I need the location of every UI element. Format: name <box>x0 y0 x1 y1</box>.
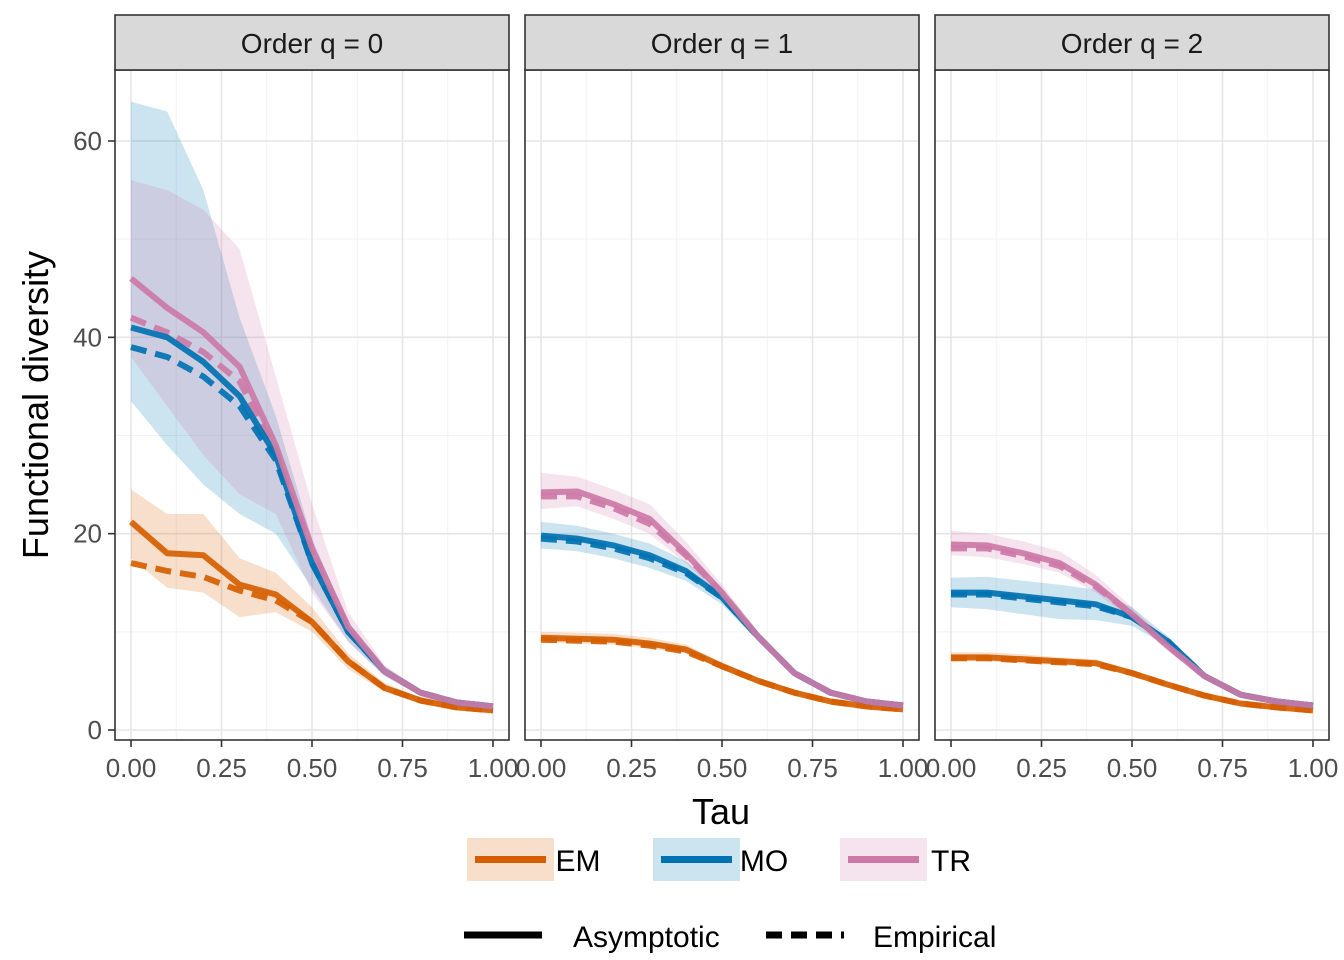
gridlines <box>525 70 919 740</box>
ribbon-mo <box>951 576 1313 708</box>
strip-background <box>524 14 920 71</box>
x-tick-label: 1.00 <box>1288 753 1339 783</box>
panel-3: Order q = 2 0.00 0.25 0.50 0.75 1.00 <box>926 14 1339 783</box>
line-tr-asymptotic <box>129 276 494 710</box>
x-tick-label: 1.00 <box>878 753 929 783</box>
series-lines <box>540 488 904 713</box>
strip-label: Order q = 2 <box>1061 28 1203 59</box>
y-tick-label: 60 <box>73 126 102 156</box>
legend-item-mo: MO <box>653 838 788 881</box>
strip-background <box>934 14 1330 71</box>
x-tick-label: 0.50 <box>697 753 748 783</box>
y-axis: 0 20 40 60 <box>73 126 115 745</box>
x-tick-label: 0.50 <box>1107 753 1158 783</box>
x-tick-label: 0.75 <box>1197 753 1248 783</box>
y-tick-label: 0 <box>88 715 102 745</box>
line-tr-asymptotic <box>540 488 904 709</box>
legend-linetypes: Asymptotic Empirical <box>464 921 996 954</box>
legend-item-asymptotic: Asymptotic <box>464 921 720 954</box>
confidence-ribbons <box>131 101 493 712</box>
y-tick-label: 40 <box>73 322 102 352</box>
strip-background <box>114 14 510 71</box>
strip-label: Order q = 1 <box>651 28 793 59</box>
legend-label: EM <box>556 845 601 878</box>
legend-item-tr: TR <box>840 838 971 881</box>
strip-label: Order q = 0 <box>241 28 383 59</box>
x-tick-label: 0.50 <box>287 753 338 783</box>
line-em-asymptotic <box>951 654 1314 714</box>
series-lines <box>129 276 494 714</box>
y-tick-label: 20 <box>73 519 102 549</box>
x-axis-ticks: 0.00 0.25 0.50 0.75 1.00 <box>516 740 929 783</box>
panel-1: Order q = 0 0.00 0.25 0.50 0.75 1.00 <box>106 14 519 783</box>
x-tick-label: 0.00 <box>926 753 977 783</box>
x-tick-label: 0.00 <box>106 753 157 783</box>
legend-colors: EM MO TR <box>467 838 971 881</box>
x-axis-title: Tau <box>692 791 750 832</box>
panel-2: Order q = 1 0.00 0.25 0.50 0.75 1.00 <box>516 14 929 783</box>
line-em-asymptotic <box>540 634 904 713</box>
legend-label: Asymptotic <box>573 921 720 954</box>
legend-item-em: EM <box>467 838 601 881</box>
x-tick-label: 0.75 <box>787 753 838 783</box>
gridlines <box>935 70 1329 740</box>
x-axis-ticks: 0.00 0.25 0.50 0.75 1.00 <box>926 740 1339 783</box>
ribbon-tr <box>131 180 493 709</box>
ribbon-mo <box>131 101 493 709</box>
legend-label: TR <box>931 845 971 878</box>
legend-label: MO <box>740 845 788 878</box>
ribbon-em <box>131 489 493 712</box>
x-tick-label: 1.00 <box>468 753 519 783</box>
legend-item-empirical: Empirical <box>766 921 996 954</box>
x-tick-label: 0.00 <box>516 753 567 783</box>
y-axis-title: Functional diversity <box>15 251 56 559</box>
line-em-asymptotic <box>129 519 494 714</box>
x-axis-ticks: 0.00 0.25 0.50 0.75 1.00 <box>106 740 519 783</box>
line-em-empirical <box>130 560 494 714</box>
series-lines <box>950 541 1314 714</box>
x-tick-label: 0.75 <box>377 753 428 783</box>
x-tick-label: 0.25 <box>196 753 247 783</box>
legend: EM MO TR Asymptotic Empirical <box>464 838 996 954</box>
x-tick-label: 0.25 <box>1016 753 1067 783</box>
legend-label: Empirical <box>873 921 996 954</box>
line-tr-asymptotic <box>950 541 1314 709</box>
gridlines <box>115 70 509 740</box>
x-tick-label: 0.25 <box>606 753 657 783</box>
